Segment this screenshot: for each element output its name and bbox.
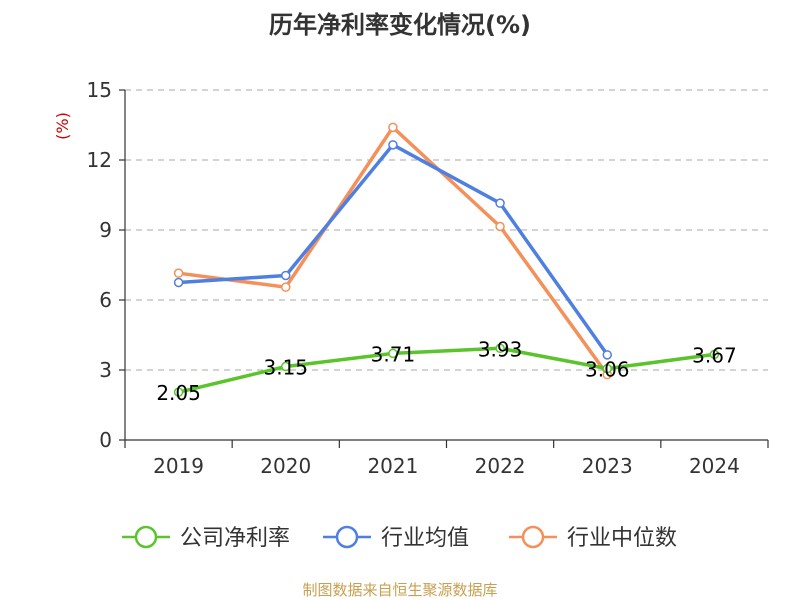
legend-item-0[interactable]: 公司净利率 [122, 525, 290, 551]
data-point-0-2020[interactable] [281, 361, 291, 372]
series-line-1 [178, 143, 609, 356]
y-tick-label: 15 [87, 78, 112, 102]
axes [119, 89, 769, 448]
y-tick-label: 6 [99, 288, 112, 312]
legend-label-1: 行业均值 [381, 526, 469, 551]
legend[interactable]: 公司净利率 行业均值 行业中位数 [122, 525, 677, 551]
y-tick-label: 12 [87, 148, 112, 172]
y-tick-label: 9 [99, 218, 112, 242]
data-point-0-2021[interactable] [388, 348, 398, 359]
data-label-2021: 3.71 [371, 342, 416, 366]
y-tick-label: 0 [99, 428, 112, 452]
data-label-2024: 3.67 [692, 343, 737, 367]
legend-marker-2 [521, 525, 545, 549]
x-tick-label-2023: 2023 [582, 454, 633, 478]
series-line-0 [178, 346, 715, 394]
data-point-1-2021[interactable] [388, 140, 398, 150]
data-point-0-2023[interactable] [602, 363, 612, 374]
data-point-1-2019[interactable] [173, 277, 184, 288]
series-group [173, 122, 720, 397]
legend-marker-1 [335, 525, 359, 549]
data-point-2-2022[interactable] [495, 221, 505, 232]
data-label-2020: 3.15 [263, 356, 308, 380]
data-point-0-2019[interactable] [173, 387, 184, 397]
source-note: 制图数据来自恒生聚源数据库 [302, 581, 497, 599]
legend-item-2[interactable]: 行业中位数 [509, 525, 677, 551]
data-point-1-2020[interactable] [281, 270, 291, 281]
legend-item-1[interactable]: 行业均值 [323, 525, 469, 551]
data-point-2-2021[interactable] [388, 122, 398, 133]
legend-label-2: 行业中位数 [567, 526, 677, 551]
data-point-1-2023[interactable] [602, 350, 612, 360]
data-point-0-2022[interactable] [495, 343, 505, 354]
data-label-2019: 2.05 [156, 381, 201, 405]
data-label-2022: 3.93 [478, 337, 523, 361]
data-point-1-2022[interactable] [495, 198, 505, 208]
data-label-2023: 3.06 [585, 358, 630, 382]
y-axis-unit: (%) [53, 112, 72, 140]
data-point-2-2020[interactable] [281, 282, 291, 292]
y-tick-label: 3 [99, 358, 112, 382]
legend-marker-0 [134, 525, 158, 549]
legend-label-0: 公司净利率 [180, 526, 290, 551]
x-tick-label-2021: 2021 [367, 454, 418, 478]
x-tick-label-2022: 2022 [475, 454, 526, 478]
data-labels: 2.05 3.15 3.71 3.93 3.06 3.67 [156, 337, 736, 405]
chart-title: 历年净利率变化情况(%) [269, 11, 531, 39]
data-point-2-2019[interactable] [173, 268, 184, 278]
series-line-2 [178, 125, 609, 376]
x-tick-label-2024: 2024 [689, 454, 740, 478]
data-point-0-2024[interactable] [709, 349, 720, 360]
x-tick-label-2019: 2019 [153, 454, 204, 478]
y-tick-labels: 0 3 6 9 12 15 [87, 78, 112, 452]
x-tick-label-2020: 2020 [260, 454, 311, 478]
x-tick-labels: 2019 2020 2021 2022 2023 2024 [153, 454, 740, 478]
gridlines [125, 89, 768, 371]
